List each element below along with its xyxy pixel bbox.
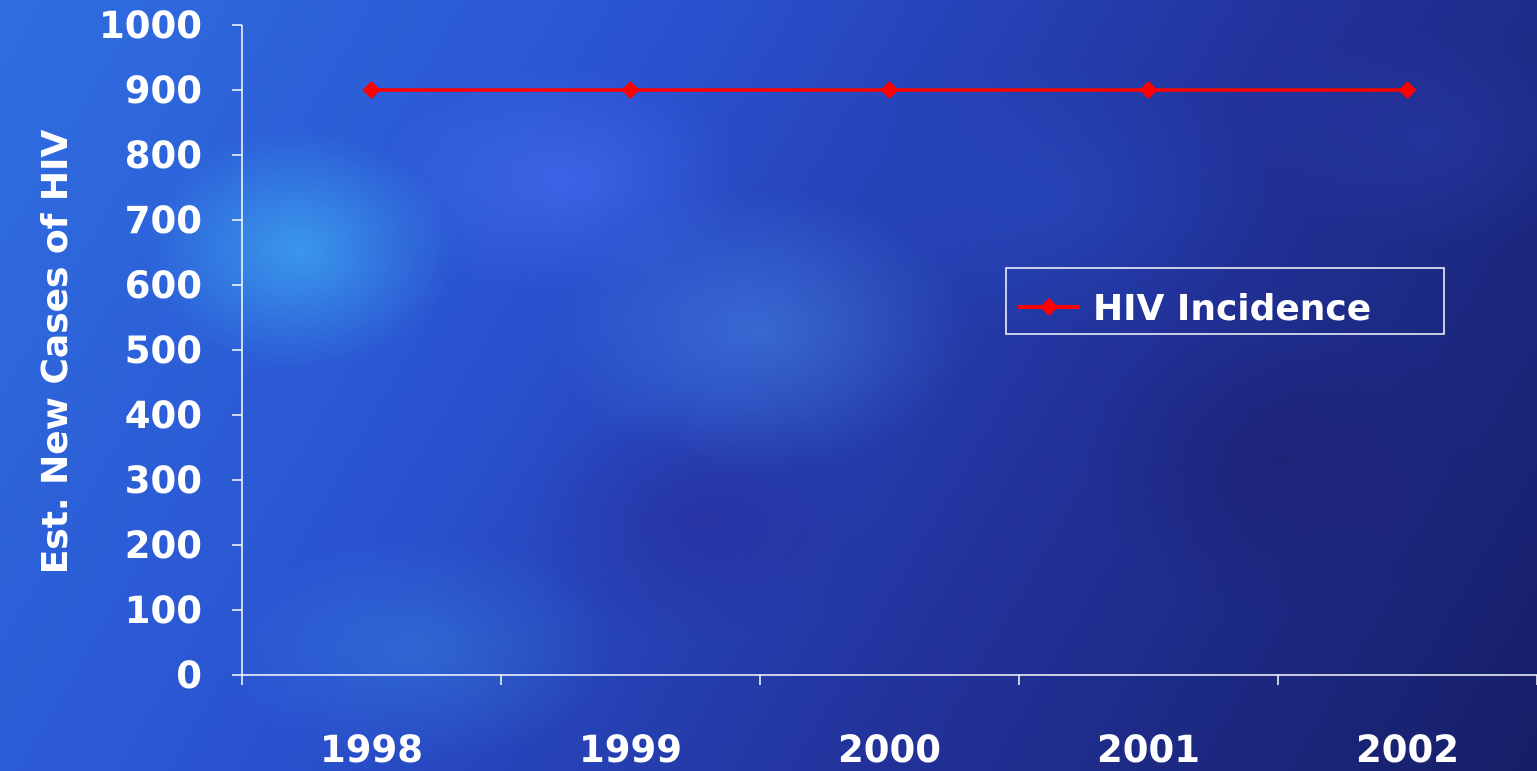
data-point-marker	[621, 81, 640, 99]
data-point-marker	[1398, 81, 1417, 99]
x-axis: 1998 1999 2000 2001 2002	[241, 674, 1537, 771]
legend-box	[1005, 267, 1445, 335]
legend-label: HIV Incidence	[1093, 288, 1371, 329]
x-tick-label: 1999	[579, 728, 682, 771]
y-axis: 0 100 200 300 400 500 600 700 800 900 1000	[99, 4, 243, 697]
y-tick-label: 200	[125, 524, 202, 567]
legend: HIV Incidence	[1005, 267, 1445, 335]
legend-marker-swatch	[1040, 298, 1058, 316]
y-tick-label: 700	[125, 199, 202, 242]
x-tick-label: 1998	[320, 728, 423, 771]
y-tick-label: 0	[176, 654, 202, 697]
data-point-marker	[880, 81, 899, 99]
y-tick-label: 100	[125, 589, 202, 632]
y-tick-label: 900	[125, 69, 202, 112]
data-point-marker	[1139, 81, 1158, 99]
y-tick-label: 1000	[99, 4, 202, 47]
y-tick-label: 400	[125, 394, 202, 437]
y-tick-label: 300	[125, 459, 202, 502]
y-axis-title: Est. New Cases of HIV	[35, 130, 76, 575]
data-point-marker	[362, 81, 381, 99]
y-tick-label: 800	[125, 134, 202, 177]
y-tick-label: 600	[125, 264, 202, 307]
x-tick-label: 2001	[1097, 728, 1200, 771]
x-tick-label: 2000	[838, 728, 941, 771]
plot-area	[362, 81, 1417, 99]
y-tick-label: 500	[125, 329, 202, 372]
x-tick-label: 2002	[1356, 728, 1459, 771]
